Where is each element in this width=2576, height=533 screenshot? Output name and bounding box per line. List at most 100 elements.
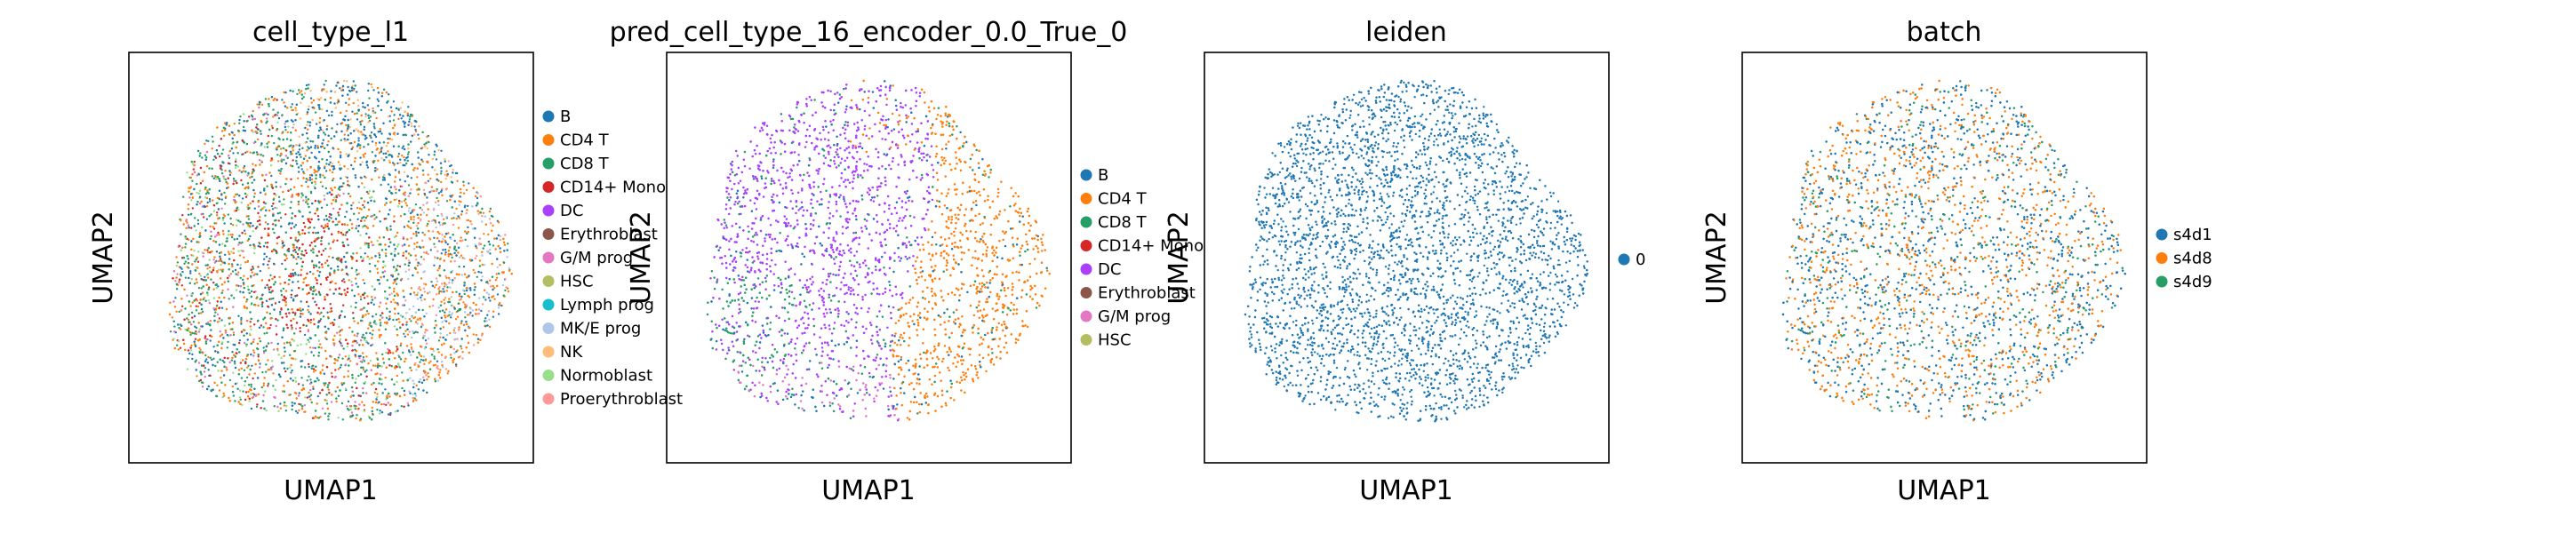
scatter-point (198, 347, 200, 349)
scatter-point (204, 297, 205, 298)
scatter-point (232, 270, 234, 272)
scatter-point (310, 242, 312, 243)
scatter-point (252, 378, 253, 379)
scatter-point (420, 317, 421, 319)
scatter-point (244, 399, 246, 401)
scatter-point (346, 110, 348, 112)
scatter-point (363, 279, 364, 281)
scatter-point (237, 272, 239, 274)
scatter-point (448, 277, 450, 279)
scatter-point (279, 282, 281, 284)
scatter-point (312, 119, 314, 121)
scatter-point (231, 328, 233, 330)
scatter-point (384, 388, 386, 390)
scatter-point (267, 359, 268, 361)
scatter-point (453, 330, 455, 331)
scatter-point (180, 298, 182, 299)
scatter-point (230, 251, 232, 252)
scatter-point (322, 369, 324, 370)
scatter-point (282, 246, 284, 248)
scatter-point (290, 139, 292, 141)
scatter-point (475, 195, 476, 197)
scatter-point (358, 109, 360, 111)
scatter-point (499, 304, 500, 306)
scatter-point (326, 125, 328, 127)
scatter-point (348, 370, 349, 372)
scatter-point (356, 252, 357, 254)
scatter-point (344, 133, 346, 135)
scatter-point (379, 141, 380, 143)
scatter-point (250, 325, 252, 327)
scatter-point (339, 220, 340, 222)
scatter-point (449, 165, 451, 167)
scatter-point (212, 269, 214, 271)
scatter-point (403, 193, 404, 195)
scatter-point (438, 292, 440, 294)
scatter-point (299, 148, 300, 150)
scatter-point (403, 156, 404, 158)
scatter-point (469, 289, 471, 290)
scatter-point (402, 115, 404, 116)
scatter-point (301, 405, 303, 407)
scatter-point (190, 177, 192, 179)
scatter-point (365, 233, 367, 235)
scatter-point (481, 334, 483, 336)
scatter-point (268, 210, 270, 211)
scatter-point (210, 339, 212, 341)
scatter-point (257, 377, 259, 378)
scatter-point (248, 292, 250, 294)
scatter-point (312, 232, 314, 234)
scatter-point (453, 352, 455, 354)
scatter-point (323, 139, 324, 141)
scatter-point (233, 196, 235, 198)
scatter-point (405, 163, 407, 164)
scatter-point (181, 284, 183, 286)
scatter-point (380, 220, 381, 222)
scatter-point (275, 302, 276, 304)
scatter-point (454, 277, 456, 279)
scatter-point (321, 207, 323, 209)
scatter-point (217, 285, 219, 287)
scatter-point (300, 310, 301, 312)
scatter-point (324, 226, 326, 227)
scatter-point (304, 396, 306, 398)
scatter-point (464, 316, 466, 318)
scatter-point (212, 282, 214, 283)
scatter-point (371, 257, 372, 259)
scatter-point (317, 104, 319, 106)
scatter-point (218, 269, 220, 271)
scatter-point (380, 403, 382, 405)
scatter-point (461, 338, 463, 339)
scatter-point (229, 174, 231, 176)
scatter-point (436, 293, 437, 295)
scatter-point (368, 97, 370, 99)
scatter-point (489, 280, 491, 282)
scatter-point (383, 159, 385, 161)
scatter-point (445, 171, 447, 172)
scatter-point (258, 394, 260, 395)
scatter-point (290, 371, 292, 373)
scatter-point (348, 134, 349, 136)
scatter-point (276, 252, 277, 254)
scatter-point (326, 193, 328, 195)
scatter-point (326, 204, 328, 206)
scatter-point (371, 302, 372, 304)
scatter-point (345, 261, 347, 263)
scatter-point (269, 274, 271, 276)
scatter-point (379, 211, 380, 212)
scatter-point (377, 363, 379, 365)
scatter-point (437, 231, 439, 233)
scatter-point (411, 125, 412, 127)
scatter-point (359, 355, 361, 357)
scatter-point (217, 314, 219, 315)
scatter-point (372, 190, 374, 192)
scatter-point (325, 215, 327, 217)
scatter-point (221, 307, 223, 309)
scatter-point (452, 279, 453, 281)
scatter-point (354, 295, 356, 297)
scatter-point (260, 298, 261, 300)
scatter-point (436, 324, 437, 326)
scatter-point (227, 341, 228, 343)
scatter-point (222, 233, 224, 235)
